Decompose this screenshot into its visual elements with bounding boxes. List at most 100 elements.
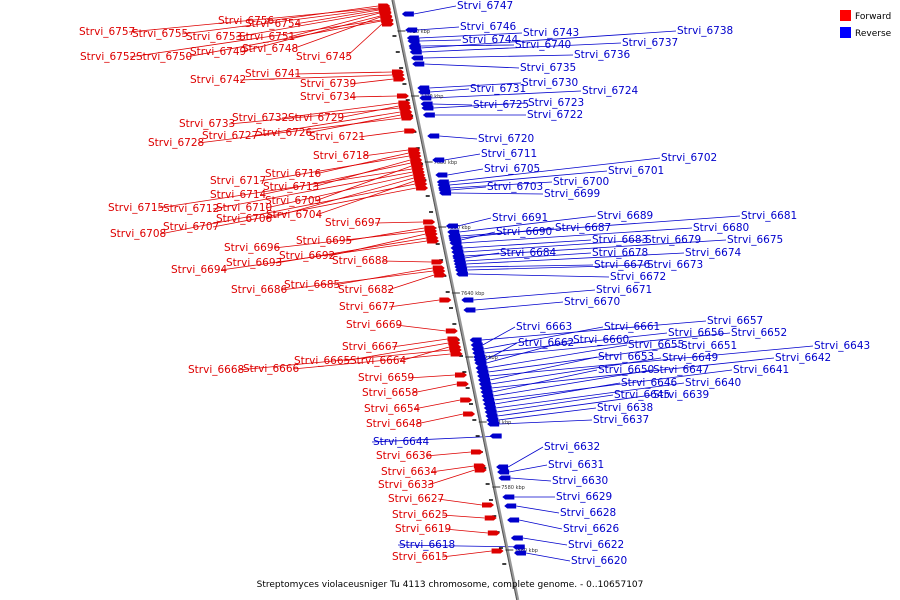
gene-label-forward[interactable]: Strvi_6654 <box>364 403 421 415</box>
gene-arrow[interactable] <box>472 350 485 356</box>
gene-label-forward[interactable]: Strvi_6706 <box>216 213 273 225</box>
gene-arrow[interactable] <box>491 548 504 554</box>
gene-arrow[interactable] <box>435 172 448 178</box>
gene-arrow[interactable] <box>412 61 425 67</box>
gene-label-reverse[interactable]: Strvi_6630 <box>552 475 608 487</box>
gene-arrow[interactable] <box>432 157 445 163</box>
gene-label-forward[interactable]: Strvi_6742 <box>190 74 246 86</box>
gene-arrow[interactable] <box>480 389 493 395</box>
gene-label-reverse[interactable]: Strvi_6724 <box>582 85 639 97</box>
gene-arrow[interactable] <box>439 190 452 196</box>
gene-arrow[interactable] <box>485 413 498 419</box>
gene-arrow[interactable] <box>478 377 490 383</box>
gene-label-reverse[interactable]: Strvi_6711 <box>481 148 537 160</box>
gene-arrow[interactable] <box>478 381 491 387</box>
gene-label-forward[interactable]: Strvi_6708 <box>110 228 166 240</box>
gene-label-forward[interactable]: Strvi_6682 <box>338 284 394 296</box>
gene-arrow[interactable] <box>450 245 463 251</box>
gene-arrow[interactable] <box>460 397 473 403</box>
gene-label-forward[interactable]: Strvi_6696 <box>224 242 281 254</box>
gene-label-reverse[interactable]: Strvi_6649 <box>662 352 718 364</box>
gene-label-forward[interactable]: Strvi_6749 <box>190 46 246 58</box>
gene-arrow[interactable] <box>392 72 405 78</box>
gene-arrow[interactable] <box>409 49 422 55</box>
gene-arrow[interactable] <box>483 405 496 411</box>
gene-arrow[interactable] <box>404 128 417 134</box>
gene-label-reverse[interactable]: Strvi_6722 <box>527 109 583 121</box>
gene-arrow[interactable] <box>475 365 488 371</box>
gene-arrow[interactable] <box>470 449 483 455</box>
gene-arrow[interactable] <box>393 76 406 82</box>
gene-arrow[interactable] <box>422 112 435 118</box>
gene-arrow[interactable] <box>421 105 434 111</box>
gene-label-reverse[interactable]: Strvi_6730 <box>522 77 578 89</box>
gene-label-forward[interactable]: Strvi_6669 <box>346 319 402 331</box>
gene-arrow[interactable] <box>451 249 464 255</box>
gene-label-reverse[interactable]: Strvi_6642 <box>775 352 831 364</box>
gene-label-forward[interactable]: Strvi_6709 <box>265 195 321 207</box>
gene-label-forward[interactable]: Strvi_6615 <box>392 551 448 563</box>
gene-label-forward[interactable]: Strvi_6741 <box>245 68 301 80</box>
gene-label-forward[interactable]: Strvi_6619 <box>395 523 451 535</box>
gene-label-reverse[interactable]: Strvi_6657 <box>707 315 763 327</box>
gene-label-forward[interactable]: Strvi_6633 <box>378 479 434 491</box>
gene-label-forward[interactable]: Strvi_6664 <box>350 355 407 367</box>
gene-label-forward[interactable]: Strvi_6685 <box>284 279 340 291</box>
gene-arrow[interactable] <box>408 45 421 51</box>
gene-label-forward[interactable]: Strvi_6667 <box>342 341 398 353</box>
gene-arrow[interactable] <box>482 502 494 508</box>
gene-label-reverse[interactable]: Strvi_6681 <box>741 210 797 222</box>
gene-label-forward[interactable]: Strvi_6754 <box>245 18 302 30</box>
gene-label-forward[interactable]: Strvi_6751 <box>239 31 295 43</box>
gene-label-forward[interactable]: Strvi_6688 <box>332 255 388 267</box>
gene-label-reverse[interactable]: Strvi_6675 <box>727 234 783 246</box>
gene-label-reverse[interactable]: Strvi_6653 <box>598 351 654 363</box>
gene-label-reverse[interactable]: Strvi_6723 <box>528 97 584 109</box>
gene-arrow[interactable] <box>434 272 447 278</box>
gene-label-forward[interactable]: Strvi_6727 <box>202 130 258 142</box>
gene-label-reverse[interactable]: Strvi_6689 <box>597 210 653 222</box>
gene-label-reverse[interactable]: Strvi_6680 <box>693 222 749 234</box>
gene-label-reverse[interactable]: Strvi_6629 <box>556 491 612 503</box>
gene-label-forward[interactable]: Strvi_6627 <box>388 493 444 505</box>
gene-label-reverse[interactable]: Strvi_6650 <box>598 364 654 376</box>
gene-arrow[interactable] <box>482 401 495 407</box>
gene-arrow[interactable] <box>484 409 497 415</box>
gene-label-reverse[interactable]: Strvi_6638 <box>597 402 653 414</box>
gene-label-reverse[interactable]: Strvi_6647 <box>653 364 709 376</box>
gene-arrow[interactable] <box>420 101 433 107</box>
gene-label-forward[interactable]: Strvi_6677 <box>339 301 395 313</box>
gene-arrow[interactable] <box>427 238 440 244</box>
gene-arrow[interactable] <box>486 417 499 423</box>
gene-label-reverse[interactable]: Strvi_6662 <box>518 337 574 349</box>
gene-label-reverse[interactable]: Strvi_6705 <box>484 163 540 175</box>
gene-label-reverse[interactable]: Strvi_6678 <box>592 247 648 259</box>
gene-arrow[interactable] <box>427 133 440 139</box>
gene-label-reverse[interactable]: Strvi_6690 <box>496 226 552 238</box>
gene-arrow[interactable] <box>411 55 424 61</box>
gene-label-reverse[interactable]: Strvi_6632 <box>544 441 600 453</box>
gene-label-reverse[interactable]: Strvi_6701 <box>608 165 664 177</box>
gene-label-forward[interactable]: Strvi_6715 <box>108 202 164 214</box>
gene-arrow[interactable] <box>474 360 487 366</box>
gene-label-forward[interactable]: Strvi_6733 <box>179 118 235 130</box>
gene-label-forward[interactable]: Strvi_6695 <box>296 235 352 247</box>
gene-arrow[interactable] <box>415 181 428 187</box>
gene-arrow[interactable] <box>474 467 487 473</box>
gene-label-reverse[interactable]: Strvi_6746 <box>460 21 517 33</box>
gene-label-reverse[interactable]: Strvi_6643 <box>814 340 870 352</box>
gene-label-reverse[interactable]: Strvi_6720 <box>478 133 534 145</box>
gene-label-reverse[interactable]: Strvi_6620 <box>571 555 627 567</box>
gene-arrow[interactable] <box>401 11 414 17</box>
gene-label-forward[interactable]: Strvi_6666 <box>243 363 300 375</box>
gene-arrow[interactable] <box>479 385 492 391</box>
gene-arrow[interactable] <box>381 21 394 27</box>
gene-label-forward[interactable]: Strvi_6757 <box>79 26 135 38</box>
gene-label-forward[interactable]: Strvi_6693 <box>226 257 282 269</box>
gene-arrow[interactable] <box>417 85 430 91</box>
gene-arrow[interactable] <box>407 38 420 44</box>
gene-label-reverse[interactable]: Strvi_6631 <box>548 459 604 471</box>
gene-label-forward[interactable]: Strvi_6745 <box>296 51 352 63</box>
gene-arrow[interactable] <box>405 27 418 33</box>
gene-label-forward[interactable]: Strvi_6748 <box>242 43 298 55</box>
